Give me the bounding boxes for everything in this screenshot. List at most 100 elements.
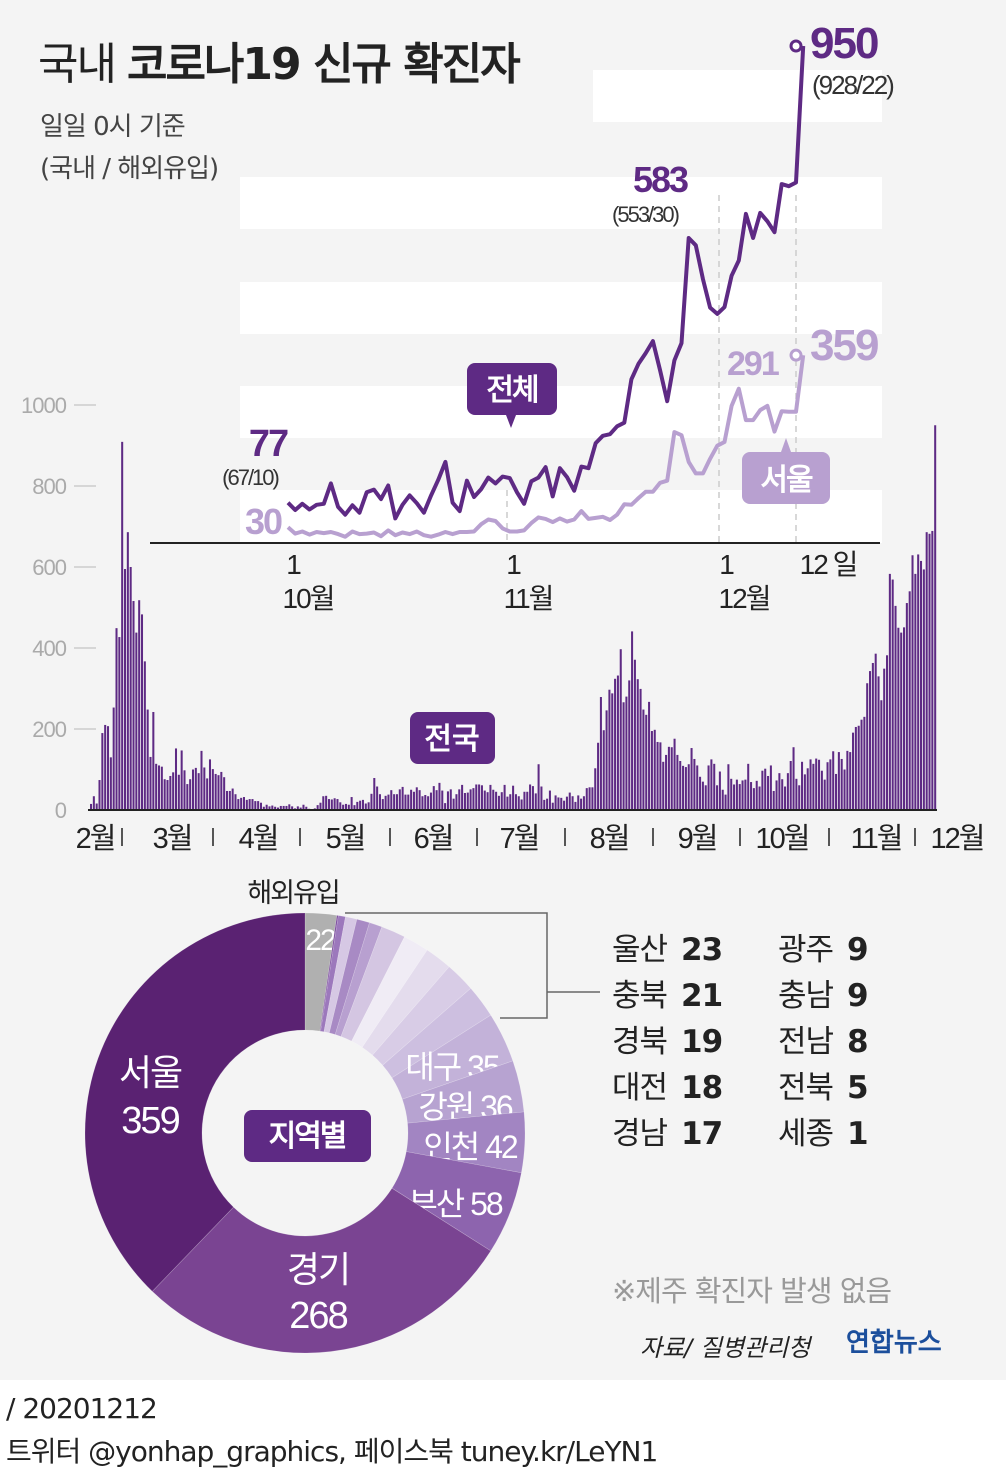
daily-bar [109, 757, 112, 810]
daily-bar [225, 790, 229, 810]
daily-bar [378, 794, 381, 810]
daily-bar [257, 801, 260, 810]
legend-region: 경남 [612, 1116, 668, 1152]
daily-bar [682, 765, 685, 810]
daily-bar [112, 707, 115, 810]
daily-bar [608, 689, 611, 810]
legend-item: 울산 23 [612, 924, 741, 969]
daily-bar [126, 532, 129, 810]
daily-bar [446, 791, 449, 810]
daily-bar [931, 530, 934, 810]
inset-x-tick-label: 10월 [283, 583, 334, 614]
daily-bar [438, 782, 441, 810]
legend-region: 광주 [778, 932, 834, 968]
daily-bar [208, 759, 212, 810]
daily-bar [512, 785, 515, 810]
legend-region: 대전 [612, 1070, 668, 1106]
daily-bar [189, 779, 192, 810]
logo-text: 연합뉴스 [846, 1328, 942, 1358]
nationwide-tag-label: 전국 [424, 723, 479, 756]
seoul-tag-label: 서울 [760, 464, 813, 497]
total-tag-pointer [506, 415, 516, 428]
daily-bar [784, 786, 787, 810]
daily-bar [395, 794, 398, 810]
daily-bar [724, 794, 727, 810]
donut-slice [151, 1187, 492, 1354]
daily-bar [455, 794, 458, 810]
daily-bar [424, 795, 427, 810]
legend-value: 8 [847, 1024, 869, 1060]
daily-bar [778, 773, 781, 810]
daily-bar [347, 804, 350, 810]
daily-bar [123, 569, 127, 810]
daily-bar [574, 801, 577, 810]
daily-bar [299, 807, 302, 810]
daily-bar [458, 789, 461, 810]
daily-bar [523, 791, 526, 810]
daily-bar [206, 778, 209, 810]
x-tick-label: 7월 [500, 822, 539, 855]
daily-bar [837, 752, 840, 810]
daily-bar [628, 680, 631, 810]
daily-bar [616, 675, 619, 810]
daily-bar [197, 773, 200, 810]
daily-bar [582, 796, 585, 810]
daily-bar [228, 790, 231, 810]
daily-bar [169, 775, 172, 810]
daily-bar [871, 662, 874, 810]
small-regions-bracket [345, 912, 548, 1019]
daily-bar [631, 631, 634, 810]
daily-bar [288, 804, 291, 810]
daily-bar [276, 807, 279, 810]
daily-bar [597, 742, 600, 810]
daily-bar [384, 795, 387, 810]
daily-bar [251, 799, 254, 810]
daily-bar [520, 799, 523, 810]
daily-bar [639, 688, 642, 810]
daily-bar [687, 764, 690, 810]
daily-bar [670, 747, 673, 810]
daily-bar [546, 798, 549, 810]
daily-bar [803, 774, 806, 810]
legend-region: 충남 [778, 978, 834, 1014]
end-split-value: (928/22) [812, 70, 894, 100]
seoul-prev-value: 291 [727, 345, 779, 383]
daily-bar [667, 746, 670, 810]
daily-bar [818, 759, 821, 810]
daily-bar [897, 627, 900, 810]
legend-item: 경북 19 [612, 1016, 741, 1061]
daily-bar [605, 710, 608, 810]
daily-bar [452, 798, 455, 810]
daily-bar [880, 700, 883, 810]
daily-bar [296, 806, 299, 810]
daily-bar [291, 806, 294, 810]
daily-bar [259, 802, 262, 810]
series-end-marker [789, 348, 803, 362]
daily-bar [891, 579, 894, 810]
daily-bar [421, 796, 424, 810]
slice-label-name: 경기 [287, 1249, 349, 1290]
daily-bar [370, 793, 373, 810]
source: 자료/ 질병관리청 [640, 1334, 811, 1362]
daily-bar [707, 765, 710, 810]
daily-bar [172, 772, 175, 810]
daily-bar [427, 796, 430, 810]
daily-bar [517, 796, 520, 810]
daily-bar [302, 804, 305, 810]
daily-bar [750, 782, 753, 810]
daily-bar [806, 768, 809, 810]
daily-bar [234, 794, 237, 810]
daily-bar [789, 760, 792, 810]
daily-bar [514, 794, 517, 810]
legend-region: 전남 [778, 1024, 834, 1060]
daily-bar [786, 773, 789, 810]
page-title: 국내 코로나19 신규 확진자 [38, 28, 521, 92]
daily-bar [693, 758, 696, 810]
legend-item: 광주 9 [778, 924, 907, 969]
daily-bar [138, 600, 141, 810]
daily-bar [163, 779, 166, 810]
daily-bar [934, 425, 937, 810]
daily-bar [812, 763, 815, 810]
daily-bar [129, 567, 132, 810]
daily-bar [410, 789, 413, 810]
